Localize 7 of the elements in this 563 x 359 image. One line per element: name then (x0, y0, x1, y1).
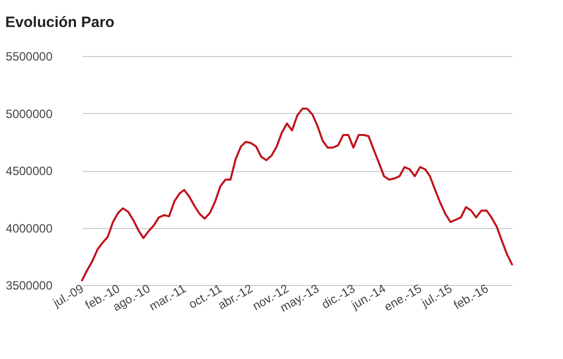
line-series (81, 108, 513, 282)
y-tick-label: 3500000 (6, 278, 53, 292)
y-tick-label: 5000000 (6, 106, 53, 121)
y-tick-label: 4000000 (6, 221, 53, 236)
chart-title: Evolución Paro (5, 14, 114, 31)
y-tick-label: 4500000 (6, 164, 53, 178)
y-tick-label: 5500000 (6, 50, 53, 64)
